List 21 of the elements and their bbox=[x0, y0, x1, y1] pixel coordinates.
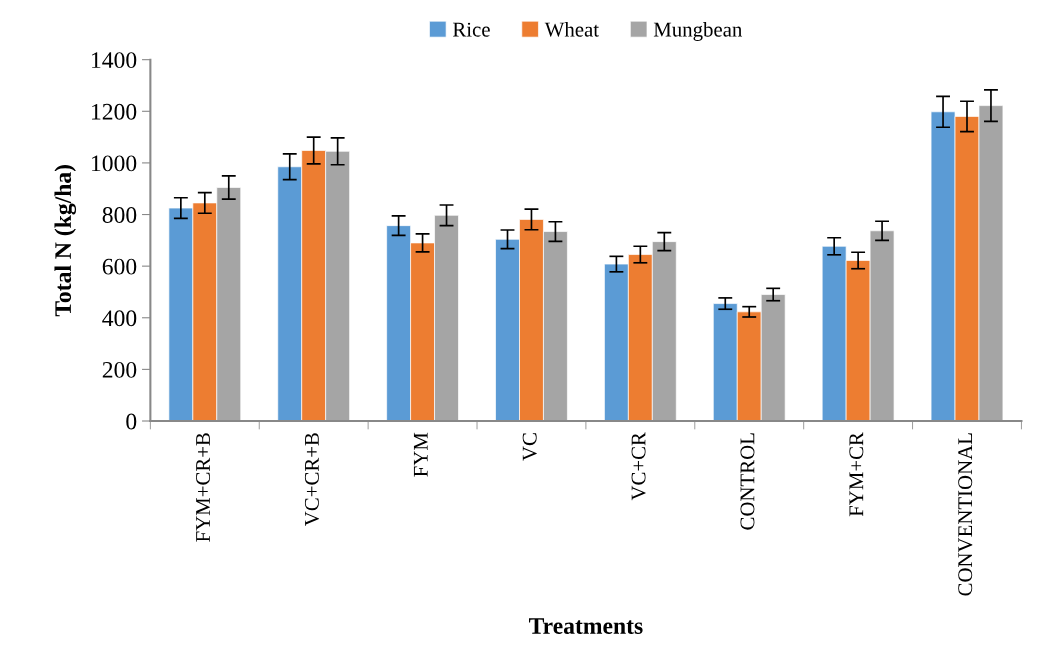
x-tick-label: VC+CR+B bbox=[304, 433, 320, 527]
y-tick-label: 600 bbox=[102, 258, 137, 275]
x-tick-label: VC bbox=[522, 433, 537, 461]
x-tick-label: FYM bbox=[413, 432, 428, 477]
x-tick-label: VC+CR bbox=[631, 432, 646, 501]
x-tick-label: FYM+CR+B bbox=[196, 433, 211, 542]
y-tick-label: 800 bbox=[102, 207, 137, 223]
y-tick-label: 1200 bbox=[92, 103, 137, 120]
y-tick-label: 1400 bbox=[92, 52, 137, 69]
y-tick-label: 400 bbox=[102, 310, 137, 327]
y-tick-label: 0 bbox=[126, 413, 137, 430]
x-axis-title: Treatments bbox=[529, 618, 643, 634]
y-tick-label: 1000 bbox=[92, 155, 137, 172]
legend-label: Rice bbox=[452, 22, 490, 37]
legend-label: Mungbean bbox=[653, 21, 743, 41]
y-axis-title: Total N (kg/ha) bbox=[54, 165, 77, 317]
legend-label: Wheat bbox=[544, 21, 599, 37]
x-tick-label: CONTROL bbox=[740, 433, 755, 530]
y-tick-label: 200 bbox=[102, 361, 137, 378]
x-tick-label: CONVENTIONAL bbox=[958, 433, 973, 596]
x-tick-label: FYM+CR bbox=[849, 432, 864, 517]
